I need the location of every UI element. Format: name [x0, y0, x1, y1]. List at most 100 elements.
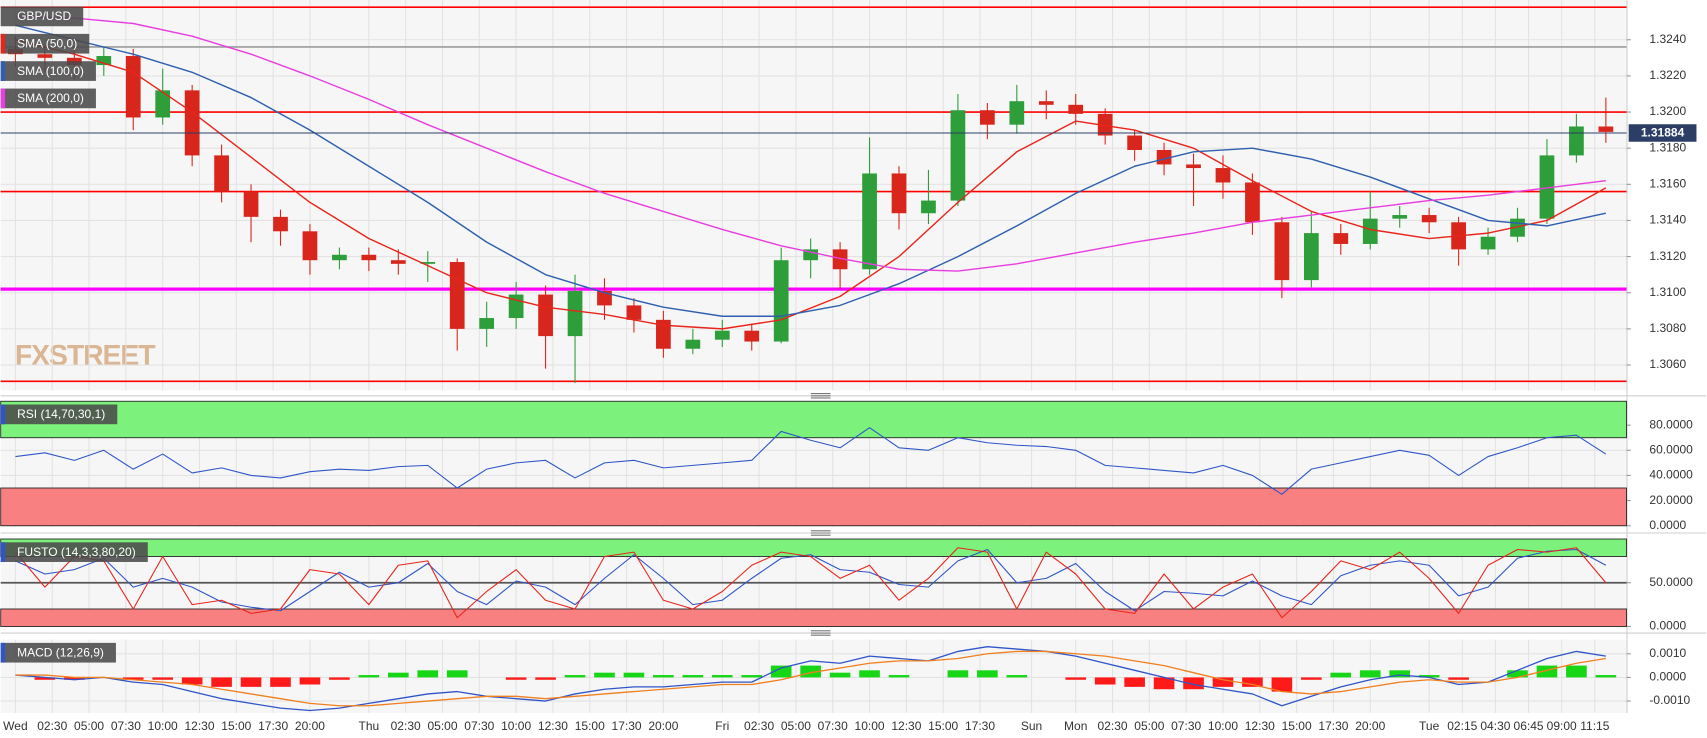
- watermark: FXSTREET: [15, 340, 156, 372]
- histogram-bar: [270, 677, 291, 687]
- x-tick-label: Tue: [1419, 719, 1440, 733]
- candle-body: [390, 260, 406, 264]
- x-tick-label: 12:30: [1245, 719, 1275, 733]
- y-tick-label: 1.3100: [1649, 285, 1686, 299]
- histogram-bar: [564, 675, 586, 678]
- candle-body: [332, 254, 347, 261]
- legend-stripe: [0, 642, 6, 663]
- histogram-bar: [1065, 677, 1087, 680]
- legend-box: [0, 542, 148, 562]
- candle-body: [125, 56, 141, 118]
- x-tick-label: 07:30: [1171, 719, 1201, 733]
- legend-label: SMA (100,0): [17, 64, 84, 78]
- series-line: [15, 548, 1607, 612]
- resize-handle[interactable]: [810, 630, 831, 636]
- histogram-bar: [829, 672, 851, 678]
- histogram-bar: [1389, 670, 1411, 678]
- x-tick-label: 15:00: [1282, 719, 1312, 733]
- candle-body: [1392, 215, 1408, 219]
- candle-body: [1274, 222, 1290, 281]
- candle-body: [773, 260, 789, 342]
- histogram-bar: [1242, 677, 1263, 687]
- x-tick-label: 17:30: [612, 719, 642, 733]
- histogram-bar: [594, 672, 615, 678]
- candle-body: [656, 319, 671, 349]
- legend-label: FUSTO (14,3,3,80,20): [17, 545, 136, 559]
- x-tick-label: 05:00: [427, 719, 457, 733]
- y-tick-label: 0.0000: [1649, 619, 1686, 633]
- last-price-tag: [1628, 124, 1697, 142]
- candle-body: [1421, 215, 1437, 223]
- candle-body: [1539, 155, 1555, 219]
- y-tick-label: 60.0000: [1649, 442, 1693, 456]
- zone: [0, 608, 1627, 627]
- histogram-bar: [623, 672, 645, 678]
- series-line: [15, 24, 1607, 317]
- candle-body: [184, 90, 200, 156]
- candle-body: [449, 262, 465, 329]
- y-tick-label: 1.3220: [1649, 68, 1686, 82]
- histogram-bar: [1536, 665, 1558, 678]
- candle-body: [361, 254, 377, 261]
- histogram-bar: [211, 677, 232, 687]
- histogram-bar: [64, 677, 85, 680]
- candle-body: [980, 110, 995, 125]
- y-tick-label: 1.3140: [1649, 213, 1686, 227]
- candle-body: [420, 262, 436, 264]
- candle-body: [1215, 168, 1231, 183]
- histogram-bar: [1301, 677, 1322, 680]
- x-tick-label: 17:30: [1318, 719, 1348, 733]
- candle-body: [538, 294, 553, 337]
- x-tick-label: 05:00: [781, 719, 811, 733]
- histogram-bar: [1330, 672, 1352, 678]
- x-tick-label: 11:15: [1580, 719, 1609, 733]
- x-tick-label: 09:00: [1547, 719, 1577, 733]
- histogram-bar: [888, 675, 910, 678]
- x-tick-label: Fri: [715, 719, 729, 733]
- y-tick-label: 1.3180: [1649, 140, 1686, 154]
- candle-body: [479, 318, 495, 329]
- candle-body: [1156, 149, 1172, 165]
- candle-body: [1303, 233, 1319, 281]
- series-line: [15, 646, 1606, 712]
- histogram-bar: [329, 677, 350, 680]
- x-tick-label: Mon: [1064, 719, 1087, 733]
- x-tick-label: 07:30: [818, 719, 848, 733]
- y-tick-label: 1.3200: [1649, 104, 1686, 118]
- candle-body: [803, 249, 819, 261]
- x-tick-label: 02:30: [1097, 719, 1127, 733]
- resize-handle[interactable]: [810, 530, 831, 536]
- series-line: [15, 547, 1607, 619]
- candle-body: [155, 90, 171, 118]
- legend-box: [0, 642, 116, 663]
- x-tick-label: 12:30: [184, 719, 214, 733]
- candle-body: [302, 231, 318, 261]
- y-tick-label: -0.0010: [1649, 693, 1690, 707]
- candle-body: [243, 191, 259, 217]
- x-tick-label: 02:30: [744, 719, 774, 733]
- x-tick-label: Sun: [1021, 719, 1042, 733]
- candle-body: [891, 173, 907, 214]
- histogram-bar: [1153, 677, 1175, 690]
- candle-body: [714, 330, 730, 340]
- resize-handles[interactable]: [810, 393, 831, 636]
- legend-box: [0, 6, 84, 27]
- histogram-bar: [240, 677, 262, 687]
- x-tick-label: 15:00: [928, 719, 958, 733]
- x-tick-label: Thu: [358, 719, 379, 733]
- candle-body: [950, 110, 966, 201]
- candle-body: [214, 155, 229, 192]
- histogram-bar: [1212, 677, 1234, 687]
- legend-label: GBP/USD: [17, 9, 71, 23]
- histogram-bar: [358, 675, 380, 678]
- candle-body: [626, 305, 642, 320]
- histogram-bar: [1566, 665, 1587, 678]
- legend-label: MACD (12,26,9): [17, 645, 104, 659]
- x-tick-label: 07:30: [464, 719, 494, 733]
- x-tick-label: 20:00: [295, 719, 325, 733]
- y-tick-label: 50.0000: [1649, 575, 1693, 589]
- histogram-bar: [770, 665, 792, 678]
- legend-stripe: [0, 404, 6, 425]
- x-tick-label: 17:30: [965, 719, 995, 733]
- resize-handle[interactable]: [810, 393, 831, 399]
